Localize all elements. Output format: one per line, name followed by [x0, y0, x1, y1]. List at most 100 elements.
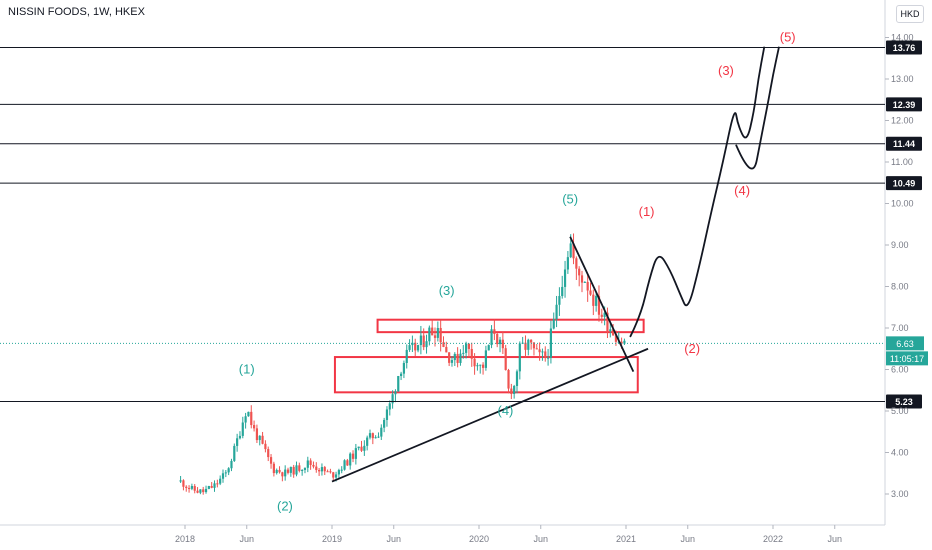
- candle-body: [233, 445, 236, 461]
- candle-body: [431, 327, 434, 336]
- candle-body: [252, 425, 256, 429]
- descending-trendline: [569, 236, 635, 372]
- price-tick-label: 7.00: [891, 323, 909, 333]
- time-tick-label: 2020: [469, 534, 489, 544]
- candle-body: [496, 333, 499, 345]
- candle-body: [281, 472, 284, 477]
- last-price-label: 6.63: [896, 339, 914, 349]
- candle-body: [334, 474, 338, 478]
- time-tick-label: 2019: [322, 534, 342, 544]
- candle-body: [558, 296, 561, 305]
- candle-body: [295, 465, 298, 475]
- candle-body: [612, 329, 615, 336]
- price-tick-label: 5.00: [891, 406, 909, 416]
- countdown-label: 11:05:17: [890, 354, 924, 364]
- candle-body: [436, 327, 439, 338]
- candle-body: [360, 446, 363, 451]
- candle-body: [368, 433, 372, 438]
- wave-label: (3): [439, 283, 455, 298]
- rectangle-zone: [376, 318, 645, 334]
- price-tick-label: 10.00: [891, 199, 914, 209]
- level-tag: [886, 176, 922, 191]
- level-tag: [886, 136, 922, 151]
- candle-body: [190, 486, 193, 489]
- candle-body: [600, 314, 603, 317]
- candle-body: [572, 243, 575, 259]
- candle-body: [323, 467, 326, 472]
- grid: [0, 0, 886, 526]
- candle-body: [566, 257, 569, 270]
- candle-body: [354, 448, 357, 459]
- time-tick-label: Jun: [533, 534, 548, 544]
- candlesticks: [179, 233, 626, 495]
- candle-body: [575, 258, 578, 269]
- wave-label: (2): [684, 341, 700, 356]
- level-tag-label: 13.76: [893, 43, 916, 53]
- time-tick-label: Jun: [386, 534, 401, 544]
- candle-body: [513, 385, 516, 394]
- candle-body: [606, 312, 609, 332]
- level-tag-label: 5.23: [895, 397, 913, 407]
- time-tick-label: Jun: [827, 534, 842, 544]
- candle-body: [315, 466, 318, 470]
- price-tick-label: 8.00: [891, 282, 909, 292]
- candle-body: [261, 435, 264, 444]
- level-tag: [886, 97, 922, 112]
- candle-body: [419, 335, 422, 346]
- candle-body: [408, 345, 411, 350]
- time-tick-label: 2018: [175, 534, 195, 544]
- level-tag: [886, 40, 922, 55]
- candle-body: [250, 411, 253, 426]
- wave-label: (1): [639, 204, 655, 219]
- candle-body: [320, 467, 324, 472]
- candle-body: [349, 453, 352, 466]
- candle-body: [467, 343, 471, 349]
- candle-body: [544, 351, 547, 358]
- candle-body: [484, 350, 487, 368]
- candle-body: [230, 460, 233, 469]
- candle-body: [219, 478, 222, 484]
- candle-body: [388, 403, 391, 410]
- level-tag-label: 10.49: [893, 179, 916, 189]
- chart-title: NISSIN FOODS, 1W, HKEX: [8, 6, 145, 18]
- candle-body: [275, 469, 278, 474]
- candle-body: [504, 348, 507, 370]
- candle-body: [592, 294, 595, 306]
- ascending-trendline: [331, 347, 649, 483]
- candle-body: [306, 460, 309, 468]
- candle-body: [377, 436, 380, 438]
- time-tick-label: 2022: [763, 534, 783, 544]
- candle-body: [473, 358, 476, 367]
- time-axis[interactable]: 2018 Jun 2019 Jun 2020 Jun 2021 Jun 2022 Jun: [175, 525, 842, 544]
- price-tick-label: 11.00: [891, 157, 913, 167]
- currency-badge[interactable]: HKD: [896, 5, 924, 23]
- candle-body: [244, 416, 247, 423]
- candle-body: [301, 469, 304, 471]
- candle-body: [527, 339, 530, 350]
- price-tick-label: 6.00: [891, 365, 909, 375]
- trendlines: [331, 46, 780, 483]
- candle-body: [620, 341, 623, 344]
- candle-body: [487, 345, 490, 351]
- candle-body: [385, 409, 389, 420]
- rectangle-zones: [333, 318, 645, 394]
- time-tick-label: Jun: [239, 534, 254, 544]
- candle-body: [439, 327, 442, 343]
- candle-body: [284, 469, 287, 477]
- candle-body: [479, 364, 482, 366]
- candle-body: [380, 427, 383, 437]
- wave-label: (5): [562, 192, 578, 207]
- candle-body: [450, 360, 454, 363]
- candle-body: [193, 486, 196, 491]
- candle-body: [312, 464, 315, 467]
- candle-body: [498, 339, 502, 345]
- candle-body: [541, 351, 544, 353]
- candle-body: [357, 446, 360, 449]
- candle-body: [609, 329, 612, 332]
- price-axis[interactable]: 3.00 4.00 5.00 6.00 7.00 8.00 9.00 10.00 11.00 12…: [885, 33, 914, 500]
- level-tag: [886, 394, 922, 409]
- price-tick-label: 14.00: [891, 33, 914, 43]
- candle-body: [428, 327, 431, 342]
- candle-body: [179, 480, 182, 482]
